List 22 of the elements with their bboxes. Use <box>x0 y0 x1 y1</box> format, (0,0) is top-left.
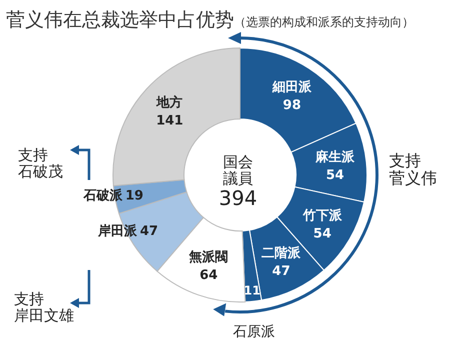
text: 394 <box>218 186 258 210</box>
slice-label: 竹下派 <box>302 207 343 224</box>
slice-label: 二階派 <box>262 245 302 262</box>
text: 国会議員 <box>223 153 253 188</box>
text: 支持菅义伟 <box>389 151 437 188</box>
data-label: 98 <box>282 98 302 113</box>
data-label: 47 <box>140 224 158 239</box>
text: 支持岸田文雄 <box>14 290 74 324</box>
legend-label: 石原派 <box>233 324 276 340</box>
data-label: 54 <box>313 226 332 242</box>
slice-label: 細田派 <box>271 78 312 95</box>
chart-subtitle: （选票的构成和派系的支持动向） <box>234 15 414 29</box>
data-label: 64 <box>200 268 218 284</box>
slice-label: 岸田派 <box>97 222 138 239</box>
data-label: 47 <box>272 264 290 280</box>
text: 支持石破茂 <box>18 146 63 180</box>
data-label: 19 <box>125 188 144 204</box>
data-label: 141 <box>156 113 184 128</box>
slice-label: 地方 <box>156 94 183 110</box>
slice-label: 麻生派 <box>314 149 356 166</box>
data-label: 54 <box>326 168 344 184</box>
slice-label: 無派閥 <box>188 249 228 266</box>
